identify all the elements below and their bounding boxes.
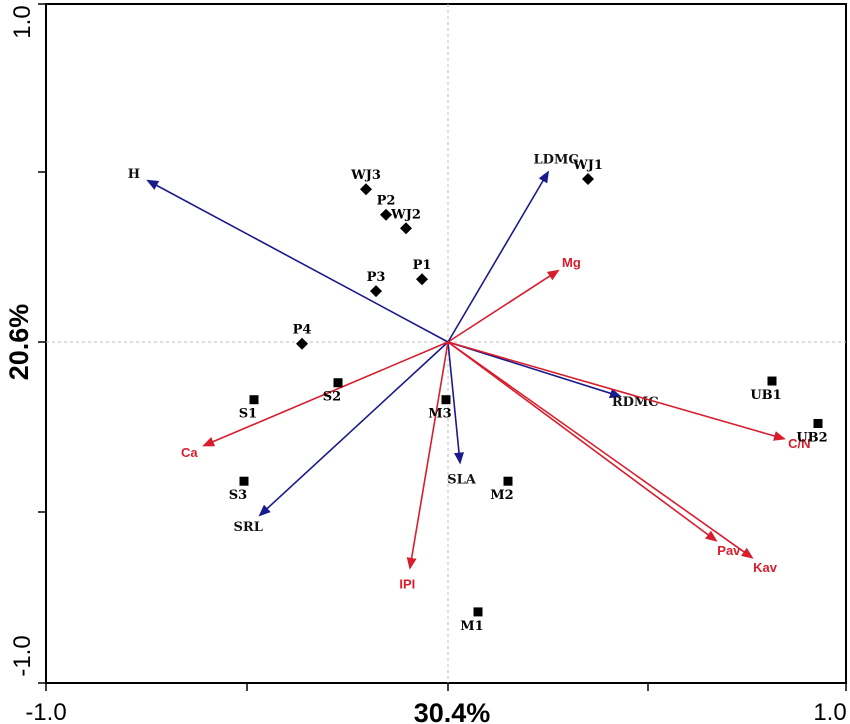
- vector-label-srl: SRL: [234, 520, 263, 535]
- vector-kav: [447, 341, 754, 559]
- site-marker-p4: [296, 337, 308, 350]
- vector-ldmc: [447, 170, 550, 343]
- vector-label-ca: Ca: [181, 445, 198, 460]
- soil-vectors: Mg C/N Pav Kav IPI Ca: [181, 255, 811, 592]
- site-marker-ub2: [813, 418, 823, 428]
- site-label-p3: P3: [367, 270, 386, 285]
- x-axis-ticks: [45, 683, 847, 691]
- site-label-s2: S2: [323, 390, 341, 405]
- site-marker-wj2: [400, 222, 412, 235]
- site-label-s3: S3: [229, 488, 247, 503]
- site-label-m2: M2: [490, 488, 513, 503]
- vector-c-n: [447, 341, 786, 441]
- vector-label-kav: Kav: [753, 560, 778, 575]
- site-label-ub2: UB2: [796, 430, 827, 445]
- site-label-wj2: WJ2: [390, 207, 421, 222]
- vector-label-sla: SLA: [447, 472, 477, 487]
- x-axis-title: 30.4%: [414, 698, 491, 724]
- vector-h: [146, 179, 449, 343]
- site-label-p2: P2: [377, 194, 396, 209]
- vector-label-ldmc: LDMC: [534, 152, 579, 167]
- site-label-m1: M1: [460, 619, 483, 634]
- x-tick-label-min: -1.0: [25, 699, 66, 724]
- vector-label-ipi: IPI: [399, 577, 415, 592]
- y-tick-label-min: -1.0: [9, 635, 36, 676]
- site-marker-p3: [370, 285, 382, 298]
- vector-label-h: H: [128, 167, 140, 182]
- plot-frame: [45, 3, 847, 684]
- vector-pav: [447, 341, 718, 542]
- site-label-wj3: WJ3: [350, 168, 381, 183]
- site-marker-s1: [249, 395, 259, 405]
- site-marker-s3: [239, 476, 249, 486]
- vector-label-mg: Mg: [562, 255, 581, 270]
- vector-label-c-n: C/N: [788, 436, 810, 451]
- vector-label-pav: Pav: [717, 543, 741, 558]
- site-marker-s2: [333, 378, 343, 388]
- x-tick-label-max: 1.0: [813, 699, 846, 724]
- site-marker-wj3: [360, 183, 372, 196]
- y-tick-label-max: 1.0: [9, 5, 36, 38]
- vector-sla: [447, 341, 464, 465]
- y-axis-ticks: [38, 3, 46, 684]
- site-marker-m1: [473, 607, 483, 617]
- trait-vectors: H LDMC RDMC SLA SRL: [128, 152, 659, 535]
- vector-label-rdmc: RDMC: [612, 395, 659, 410]
- site-label-p4: P4: [293, 323, 312, 338]
- site-label-ub1: UB1: [750, 388, 781, 403]
- vector-mg: [447, 269, 560, 343]
- site-marker-m2: [503, 476, 513, 486]
- site-marker-ub1: [767, 376, 777, 386]
- site-label-s1: S1: [239, 407, 257, 422]
- site-label-wj1: WJ1: [572, 158, 603, 173]
- vector-srl: [258, 341, 449, 517]
- y-axis-title: 20.6%: [4, 304, 34, 381]
- site-marker-m3: [441, 395, 451, 405]
- site-label-p1: P1: [413, 258, 432, 273]
- site-marker-wj1: [582, 173, 594, 186]
- vector-ipi: [406, 341, 449, 570]
- site-marker-p2: [380, 208, 392, 221]
- vector-ca: [202, 341, 449, 447]
- site-marker-p1: [416, 273, 428, 286]
- site-label-m3: M3: [428, 407, 451, 422]
